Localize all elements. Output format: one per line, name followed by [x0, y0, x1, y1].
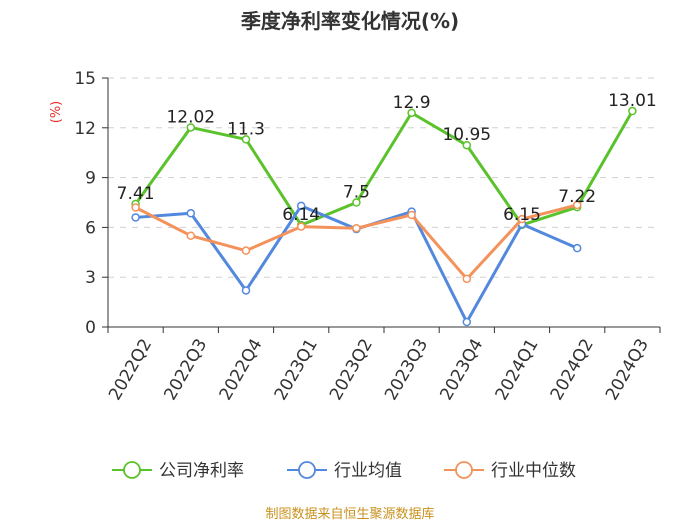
y-tick-label: 9: [85, 169, 96, 189]
x-tick-label: 2024Q1: [492, 335, 543, 403]
legend-item[interactable]: 行业均值: [287, 461, 402, 481]
data-point[interactable]: [462, 140, 472, 150]
data-label: 12.9: [393, 93, 431, 113]
x-tick-label: 2022Q3: [160, 335, 211, 403]
data-label: 12.02: [166, 107, 215, 127]
y-tick-label: 15: [74, 69, 96, 89]
x-tick-label: 2023Q1: [271, 335, 322, 403]
data-point[interactable]: [462, 317, 472, 327]
legend-item[interactable]: 行业中位数: [444, 461, 576, 481]
data-point[interactable]: [572, 200, 582, 210]
data-point[interactable]: [296, 222, 306, 231]
data-label: 10.95: [442, 125, 491, 145]
data-point[interactable]: [131, 213, 140, 222]
y-tick-label: 6: [85, 218, 96, 238]
grid: [108, 77, 660, 278]
legend-item[interactable]: 公司净利率: [112, 461, 244, 481]
y-tick-label: 12: [74, 119, 96, 139]
data-point[interactable]: [241, 286, 251, 295]
data-label: 7.22: [558, 187, 596, 207]
y-tick-label: 3: [85, 268, 96, 288]
x-tick-label: 2022Q4: [216, 335, 267, 403]
y-axis-label: (%): [49, 101, 64, 124]
data-point[interactable]: [186, 123, 196, 132]
data-point[interactable]: [131, 203, 140, 212]
legend-label: 公司净利率: [159, 461, 244, 481]
legend-swatch-marker: [298, 461, 316, 479]
data-point[interactable]: [186, 231, 196, 240]
data-label: 7.5: [343, 183, 370, 203]
data-labels: 7.41 12.02 11.3 6.14 7.5 12.9 10.95 6.15 7.22 13.…: [117, 91, 657, 225]
legend-swatch-marker: [455, 461, 473, 479]
x-tick-label: 2023Q4: [436, 335, 487, 403]
data-point[interactable]: [407, 210, 416, 220]
x-tick-label: 2023Q3: [381, 335, 432, 403]
source-note: 制图数据来自恒生聚源数据库: [265, 506, 434, 522]
x-tick-label: 2023Q2: [326, 335, 377, 403]
series-line: [134, 110, 634, 227]
legend-swatch-marker: [123, 461, 141, 479]
data-label: 6.14: [282, 205, 320, 225]
y-tick-label: 0: [85, 318, 96, 338]
legend-label: 行业均值: [334, 461, 402, 481]
data-label: 6.15: [503, 205, 541, 225]
data-point[interactable]: [407, 108, 416, 118]
x-tick-label: 2022Q2: [105, 335, 156, 403]
data-point[interactable]: [186, 209, 196, 218]
data-label: 13.01: [608, 91, 657, 111]
legend[interactable]: 公司净利率 行业均值 行业中位数: [112, 461, 576, 481]
data-point[interactable]: [352, 223, 361, 233]
data-point[interactable]: [241, 135, 251, 144]
data-point[interactable]: [352, 198, 361, 207]
data-point[interactable]: [572, 243, 582, 253]
x-tick-label: 2024Q3: [602, 335, 653, 403]
data-point[interactable]: [241, 246, 251, 255]
data-point[interactable]: [517, 214, 527, 224]
legend-label: 行业中位数: [491, 461, 576, 481]
x-tick-label: 2024Q2: [547, 335, 598, 403]
data-label: 11.3: [227, 119, 265, 139]
series-group: [131, 106, 637, 327]
data-label: 7.41: [117, 184, 155, 204]
chart-title: 季度净利率变化情况(%): [240, 9, 459, 33]
data-point[interactable]: [462, 274, 472, 284]
data-point[interactable]: [628, 106, 637, 116]
data-point[interactable]: [296, 201, 306, 211]
